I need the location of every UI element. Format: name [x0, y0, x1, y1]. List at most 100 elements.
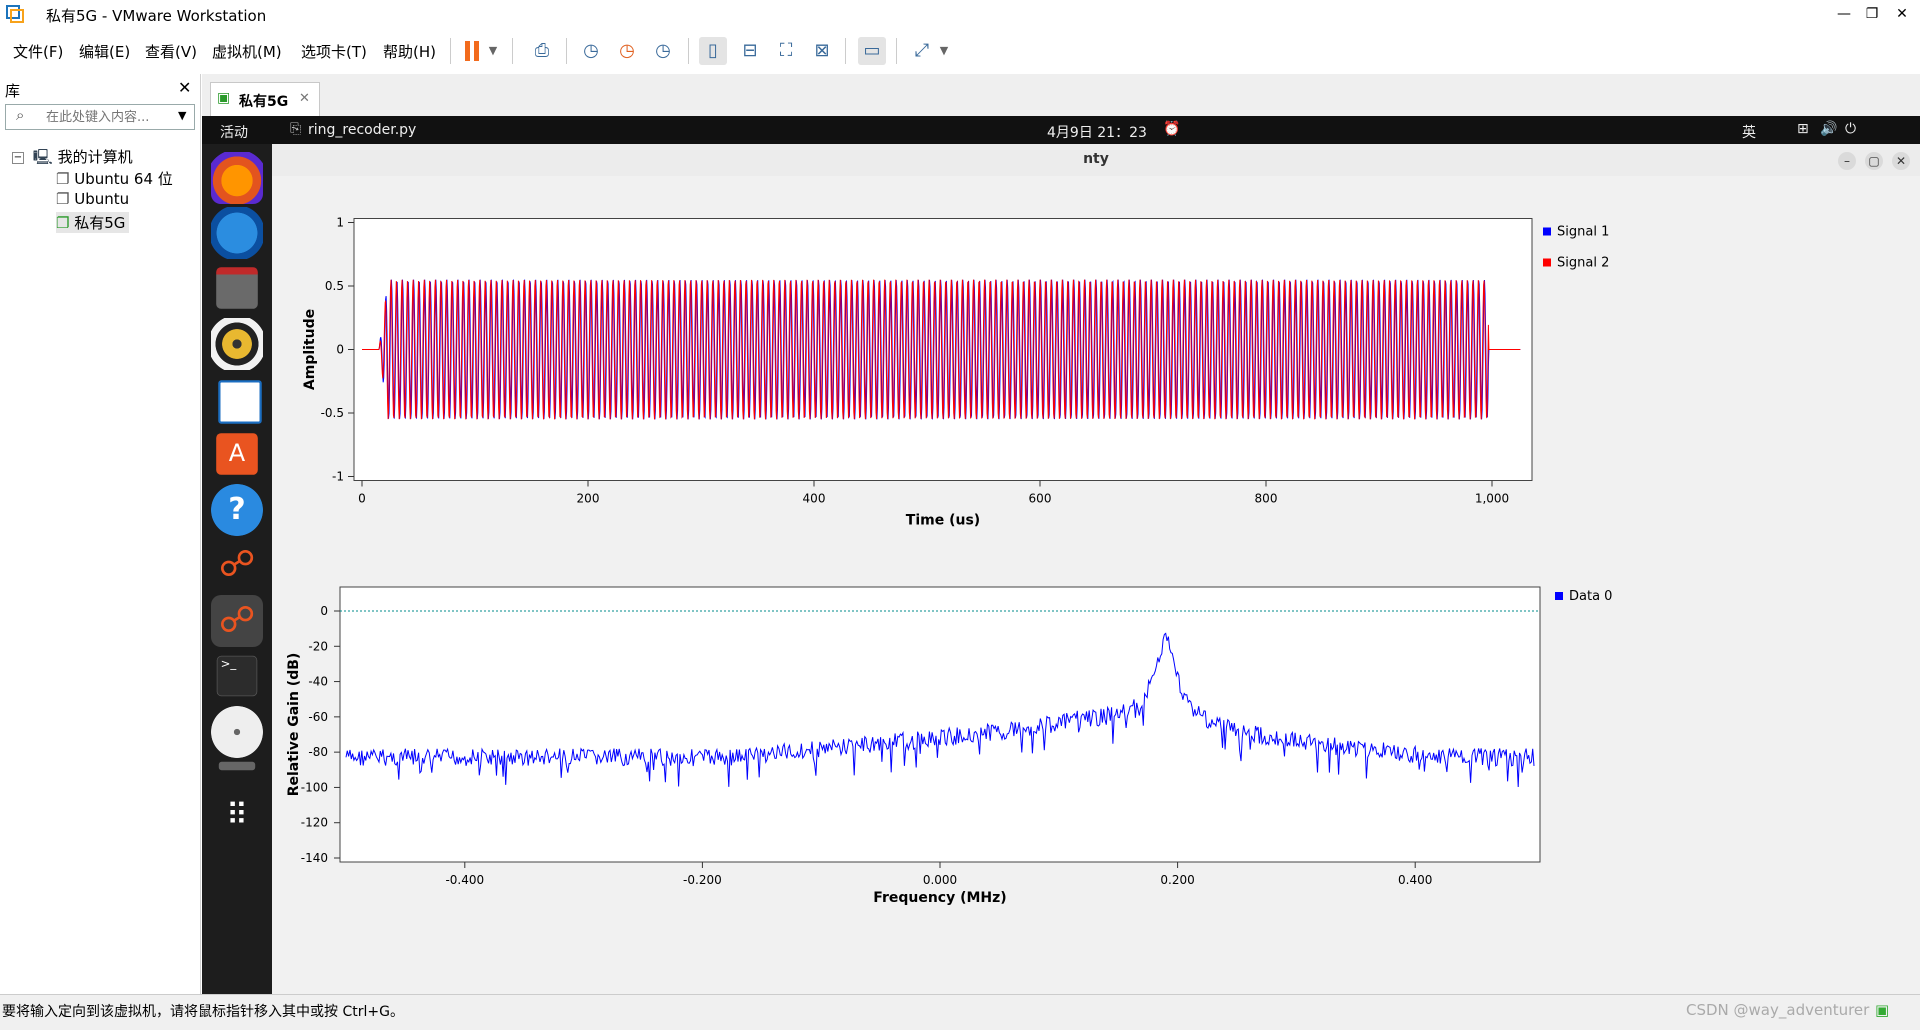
library-search[interactable]: ⌕ ▼ — [5, 104, 195, 130]
console-view-icon[interactable]: ▭ — [858, 37, 886, 65]
tree-root[interactable]: − 🖳 我的计算机 — [12, 146, 133, 172]
library-close-button[interactable]: ✕ — [178, 78, 192, 97]
y-tick-label: -1 — [332, 470, 344, 484]
tree-item-private5g[interactable]: ❐ 私有5G — [56, 212, 130, 233]
y-tick-label: 1 — [336, 216, 344, 230]
x-tick-label: 0.400 — [1398, 873, 1432, 887]
thunderbird-icon[interactable] — [211, 207, 263, 259]
pause-dropdown-icon[interactable]: ▼ — [488, 44, 498, 57]
y-axis-label: Amplitude — [302, 309, 318, 390]
nty-window: nty – ▢ ✕ 1 0.5 0 -0.5 -1 0 200 400 600 800 1,000 T… — [272, 144, 1920, 994]
tab-close-button[interactable]: ✕ — [299, 91, 310, 106]
nty-title: nty — [1083, 151, 1109, 167]
revert-snapshot-icon[interactable]: ◷ — [619, 40, 635, 61]
help-icon[interactable]: ? — [211, 484, 263, 536]
tree-item-ubuntu64[interactable]: ❐ Ubuntu 64 位 — [56, 168, 173, 189]
plot-area — [339, 586, 1541, 863]
power-icon[interactable]: ⏻ — [1845, 121, 1857, 137]
status-text: 要将输入定向到该虚拟机，请将鼠标指针移入其中或按 Ctrl+G。 — [2, 1004, 404, 1020]
pause-icon[interactable] — [459, 37, 487, 65]
firefox-icon[interactable] — [211, 152, 263, 204]
gnome-top-bar: 活动 ⎘ ring_recoder.py 4月9日 21：23 ⏰ 英 ⊞ 🔊 … — [202, 116, 1920, 144]
computer-icon: 🖳 — [32, 148, 53, 166]
y-tick-label: -0.5 — [321, 406, 344, 420]
tree-item-label: Ubuntu — [74, 190, 130, 208]
clock[interactable]: 4月9日 21：23 — [1047, 125, 1147, 141]
vm-running-icon: ❐ — [56, 214, 70, 232]
library-search-input[interactable] — [44, 107, 168, 127]
tab-private5g[interactable]: ▣ 私有5G ✕ — [210, 82, 320, 117]
x-tick-label: -0.400 — [445, 873, 484, 887]
nty-close-button[interactable]: ✕ — [1892, 152, 1910, 170]
drive-icon[interactable] — [218, 761, 256, 771]
writer-icon[interactable] — [218, 380, 262, 424]
y-tick-label: -40 — [308, 675, 328, 689]
menu-vm[interactable]: 虚拟机(M) — [212, 43, 282, 61]
nty-maximize-button[interactable]: ▢ — [1865, 152, 1883, 170]
library-panel: 库 ✕ ⌕ ▼ − 🖳 我的计算机 ❐ Ubuntu 64 位 ❐ Ubuntu… — [0, 74, 201, 994]
menu-help[interactable]: 帮助(H) — [383, 43, 436, 61]
stretch-dropdown-icon[interactable]: ▼ — [939, 44, 949, 57]
restore-button[interactable]: ❐ — [1865, 6, 1879, 22]
rhythmbox-icon[interactable] — [211, 318, 263, 370]
menu-view[interactable]: 查看(V) — [145, 43, 197, 61]
x-axis-label: Time (us) — [906, 513, 980, 529]
thumbnail-bar-icon[interactable]: ⊟ — [742, 40, 758, 61]
watermark: CSDN @way_adventurer — [1686, 1001, 1870, 1019]
app-menu[interactable]: ring_recoder.py — [308, 122, 417, 138]
window-title: 私有5G - VMware Workstation — [46, 7, 267, 25]
snapshot-icon[interactable]: ◷ — [583, 40, 599, 61]
close-window-button[interactable]: ✕ — [1896, 6, 1908, 22]
software-icon[interactable]: A — [216, 433, 258, 475]
network-icon[interactable]: ⊞ — [1797, 121, 1809, 137]
menu-tabs[interactable]: 选项卡(T) — [301, 43, 367, 61]
terminal-icon[interactable]: >_ — [216, 655, 258, 697]
unity-icon[interactable]: ⊠ — [814, 40, 830, 61]
show-library-icon[interactable]: ▯ — [699, 37, 727, 65]
guest-screen[interactable]: 活动 ⎘ ring_recoder.py 4月9日 21：23 ⏰ 英 ⊞ 🔊 … — [202, 116, 1920, 994]
x-tick-label: 800 — [1255, 492, 1278, 506]
nty-minimize-button[interactable]: – — [1838, 152, 1856, 170]
minimize-button[interactable]: — — [1837, 6, 1851, 22]
input-method[interactable]: 英 — [1742, 125, 1756, 141]
y-tick-label: -60 — [308, 710, 328, 724]
volume-icon[interactable]: 🔊 — [1820, 121, 1838, 137]
x-tick-label: 200 — [577, 492, 600, 506]
legend-label: Signal 1 — [1557, 225, 1609, 240]
app-grid-icon[interactable]: ⠿ — [226, 798, 248, 833]
series-line-2 — [362, 279, 1521, 420]
y-tick-label: -140 — [301, 851, 328, 865]
collapse-toggle-icon[interactable]: − — [12, 151, 24, 164]
vmware-logo-icon — [6, 5, 24, 23]
gnuradio-running-icon[interactable]: ☍ — [211, 595, 263, 647]
menu-file[interactable]: 文件(F) — [13, 43, 64, 61]
send-ctrl-alt-del-icon[interactable]: ⎙ — [534, 40, 550, 61]
y-axis-label: Relative Gain (dB) — [286, 653, 302, 797]
y-tick-label: 0.5 — [325, 279, 344, 293]
series-line-1 — [345, 632, 1535, 788]
x-tick-label: -0.200 — [683, 873, 722, 887]
files-icon[interactable] — [216, 267, 258, 309]
stretch-guest-icon[interactable]: ⤢ — [914, 40, 930, 61]
tree-item-label: 私有5G — [74, 214, 126, 232]
legend-swatch — [1543, 258, 1551, 267]
dvd-icon[interactable] — [211, 706, 263, 758]
y-tick-label: -120 — [301, 816, 328, 830]
legend-swatch — [1543, 227, 1551, 236]
menu-edit[interactable]: 编辑(E) — [79, 43, 131, 61]
x-tick-label: 0 — [358, 492, 366, 506]
gnuradio-icon[interactable]: ☍ — [218, 544, 256, 585]
activities-button[interactable]: 活动 — [220, 125, 248, 141]
tree-item-ubuntu[interactable]: ❐ Ubuntu — [56, 190, 129, 208]
full-screen-icon[interactable]: ⛶ — [779, 40, 793, 61]
search-dropdown-icon[interactable]: ▼ — [178, 109, 187, 122]
tree-root-label: 我的计算机 — [57, 148, 133, 166]
y-tick-label: -100 — [301, 780, 328, 794]
snapshot-manager-icon[interactable]: ◷ — [655, 40, 671, 61]
y-tick-label: -80 — [308, 745, 328, 759]
x-tick-label: 0.000 — [923, 873, 957, 887]
alarm-icon: ⏰ — [1163, 121, 1181, 137]
legend-label: Data 0 — [1569, 589, 1612, 604]
vm-status-icon: ▣ — [1875, 1001, 1890, 1019]
vm-icon: ❐ — [56, 190, 70, 208]
